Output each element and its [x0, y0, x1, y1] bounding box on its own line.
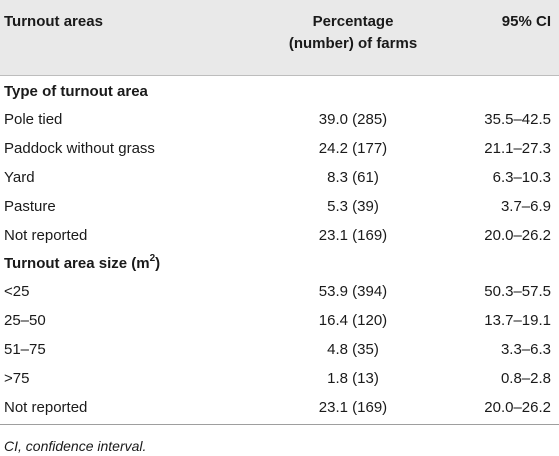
row-percentage: 24.2 (177) — [318, 140, 388, 157]
table-row: Yard 8.3 (61) 6.3–10.3 — [0, 163, 559, 192]
row-percentage: 53.9 (394) — [318, 283, 388, 300]
row-name: >75 — [4, 370, 30, 387]
header-ci: 95% CI — [501, 13, 551, 30]
row-ci: 20.0–26.2 — [484, 399, 551, 416]
row-percentage: 39.0 (285) — [318, 111, 388, 128]
row-percentage: 23.1 (169) — [318, 399, 388, 416]
section-title-type-text: Type of turnout area — [4, 83, 148, 100]
row-percentage: 4.8 (35) — [327, 341, 379, 358]
row-name: Pole tied — [4, 111, 63, 128]
header-percentage-line1: Percentage — [312, 13, 394, 30]
table-header: Turnout areas Percentage (number) of far… — [0, 0, 559, 76]
row-ci: 3.3–6.3 — [500, 341, 551, 358]
row-name: Not reported — [4, 227, 88, 244]
row-ci: 6.3–10.3 — [492, 169, 551, 186]
table-row: Paddock without grass 24.2 (177) 21.1–27… — [0, 134, 559, 163]
row-name: Not reported — [4, 399, 88, 416]
row-ci: 13.7–19.1 — [484, 312, 551, 329]
row-percentage: 8.3 (61) — [327, 169, 379, 186]
row-percentage: 16.4 (120) — [318, 312, 388, 329]
row-percentage: 5.3 (39) — [327, 198, 379, 215]
row-name: 25–50 — [4, 312, 46, 329]
table-footnote: CI, confidence interval. — [4, 438, 147, 454]
table-row: Not reported 23.1 (169) 20.0–26.2 — [0, 393, 559, 422]
row-ci: 21.1–27.3 — [484, 140, 551, 157]
row-ci: 50.3–57.5 — [484, 283, 551, 300]
section-title-size-sup: 2 — [149, 253, 156, 264]
row-ci: 35.5–42.5 — [484, 111, 551, 128]
header-percentage: Percentage (number) of farms — [258, 11, 448, 55]
row-name: Paddock without grass — [4, 140, 155, 157]
row-ci: 3.7–6.9 — [500, 198, 551, 215]
row-percentage: 1.8 (13) — [327, 370, 379, 387]
row-ci: 0.8–2.8 — [500, 370, 551, 387]
section-title-size: Turnout area size (m2) — [0, 250, 559, 277]
row-ci: 20.0–26.2 — [484, 227, 551, 244]
row-name: Pasture — [4, 198, 56, 215]
table-row: >75 1.8 (13) 0.8–2.8 — [0, 364, 559, 393]
section-title-type: Type of turnout area — [0, 78, 559, 105]
row-name: <25 — [4, 283, 30, 300]
table-row: 51–75 4.8 (35) 3.3–6.3 — [0, 335, 559, 364]
table-row: Pole tied 39.0 (285) 35.5–42.5 — [0, 105, 559, 134]
table-row: Not reported 23.1 (169) 20.0–26.2 — [0, 221, 559, 250]
row-name: Yard — [4, 169, 35, 186]
table-row: 25–50 16.4 (120) 13.7–19.1 — [0, 306, 559, 335]
header-turnout-areas: Turnout areas — [4, 13, 103, 30]
table-bottom-rule — [0, 424, 559, 425]
row-name: 51–75 — [4, 341, 46, 358]
table-row: <25 53.9 (394) 50.3–57.5 — [0, 277, 559, 306]
row-percentage: 23.1 (169) — [318, 227, 388, 244]
header-percentage-line2: (number) of farms — [288, 35, 418, 52]
table-row: Pasture 5.3 (39) 3.7–6.9 — [0, 192, 559, 221]
section-title-size-text: Turnout area size (m — [4, 255, 150, 272]
section-title-size-end: ) — [155, 255, 161, 272]
